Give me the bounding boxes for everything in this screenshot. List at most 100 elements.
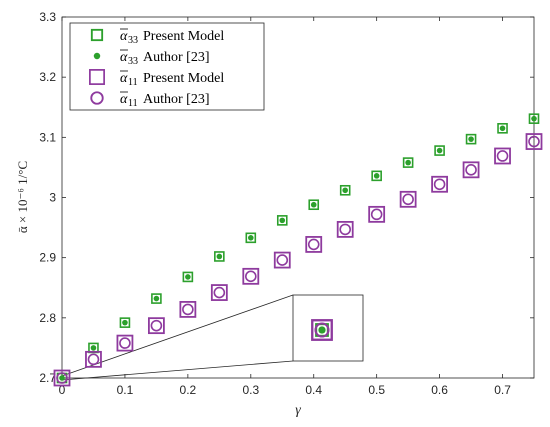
data-point: [119, 337, 131, 349]
x-tick-label: 0.7: [494, 383, 511, 397]
data-point: [494, 147, 511, 165]
data-point: [182, 303, 194, 316]
x-tick-label: 0.5: [368, 383, 385, 397]
x-tick-label: 0.6: [431, 383, 448, 397]
data-point: [305, 236, 323, 253]
data-point: [147, 317, 165, 335]
series-3: [56, 135, 540, 384]
legend-subscript: 33: [128, 56, 138, 67]
y-axis-label: ᾱ × 10⁻⁶ 1/°C: [15, 161, 30, 233]
data-point: [402, 193, 414, 206]
data-point: [276, 215, 288, 226]
x-tick-label: 0.1: [117, 383, 134, 397]
data-point: [308, 199, 320, 211]
data-point: [151, 293, 162, 304]
legend-symbol: α: [120, 50, 128, 65]
data-point: [528, 135, 540, 148]
data-point: [185, 274, 191, 280]
data-point: [310, 201, 317, 208]
data-point: [370, 208, 383, 221]
x-axis: 0 0.1 0.2 0.3 0.4 0.5 0.6 0.7: [59, 17, 511, 397]
data-point: [116, 334, 134, 352]
legend-label: Present Model: [143, 29, 224, 44]
data-point: [499, 125, 506, 132]
data-point: [342, 187, 349, 194]
data-point: [122, 319, 128, 326]
data-point: [336, 220, 354, 238]
y-tick-label: 3: [49, 191, 56, 205]
legend-marker: [93, 52, 101, 60]
x-tick-label: 0: [59, 383, 66, 397]
y-tick-label: 3.1: [39, 130, 56, 144]
legend-entry: α 33 Author [23]: [93, 49, 210, 67]
data-point: [150, 319, 163, 332]
legend-symbol: α: [120, 71, 128, 86]
y-axis: 2.7 2.8 2.9 3 3.1 3.2 3.3: [39, 10, 534, 385]
data-point: [436, 147, 443, 154]
legend-symbol: α: [120, 29, 128, 44]
data-point: [339, 223, 352, 236]
x-tick-label: 0.2: [180, 383, 197, 397]
data-point: [245, 270, 257, 283]
data-point: [179, 301, 197, 318]
x-axis-label: γ: [295, 403, 301, 418]
data-point: [497, 123, 508, 134]
data-point: [525, 133, 543, 150]
legend-entry: α 11 Author [23]: [90, 91, 210, 109]
legend-subscript: 11: [128, 98, 138, 109]
legend-entry: α 11 Present Model: [89, 69, 224, 88]
data-point: [399, 190, 417, 208]
data-point: [153, 295, 160, 302]
zoom-inset: [61, 294, 364, 381]
data-point: [496, 150, 509, 162]
data-point: [368, 205, 386, 223]
legend-marker: [89, 69, 105, 85]
series-0: [56, 113, 540, 384]
data-point: [90, 345, 97, 351]
data-point: [213, 286, 226, 299]
data-point: [402, 157, 414, 168]
data-point: [85, 350, 102, 368]
data-point: [248, 235, 254, 241]
legend-subscript: 11: [128, 77, 138, 88]
data-point: [531, 115, 537, 122]
inset-connector: [61, 360, 294, 381]
legend-label: Author [23]: [143, 50, 210, 65]
data-point: [431, 175, 449, 193]
data-point: [465, 164, 477, 176]
y-tick-label: 3.3: [39, 10, 56, 24]
legend-marker: [90, 91, 104, 105]
data-point: [468, 136, 474, 142]
x-tick-label: 0.4: [305, 383, 322, 397]
y-tick-label: 2.8: [39, 311, 56, 325]
inset-point: [311, 319, 333, 341]
data-point: [56, 372, 68, 384]
inset-point: [318, 326, 326, 334]
x-tick-label: 0.3: [242, 383, 259, 397]
data-point: [433, 178, 446, 191]
data-point: [373, 173, 380, 179]
data-point: [307, 238, 320, 251]
series-1: [59, 115, 537, 381]
y-tick-label: 2.9: [39, 251, 56, 265]
legend-label: Present Model: [143, 71, 224, 86]
data-point: [371, 170, 382, 182]
data-point: [273, 251, 291, 269]
y-tick-label: 2.7: [39, 371, 56, 385]
chart-marks: [53, 113, 543, 387]
data-point: [87, 353, 100, 366]
inset-point: [314, 322, 330, 338]
data-point: [434, 145, 445, 156]
data-point: [245, 232, 257, 244]
series-2: [53, 133, 543, 387]
data-point: [465, 133, 477, 145]
legend-marker: [90, 28, 104, 42]
data-point: [339, 184, 351, 196]
legend-subscript: 33: [128, 35, 138, 46]
data-point: [279, 217, 286, 224]
data-point: [182, 271, 194, 283]
legend-symbol: α: [120, 92, 128, 107]
data-point: [405, 159, 411, 166]
